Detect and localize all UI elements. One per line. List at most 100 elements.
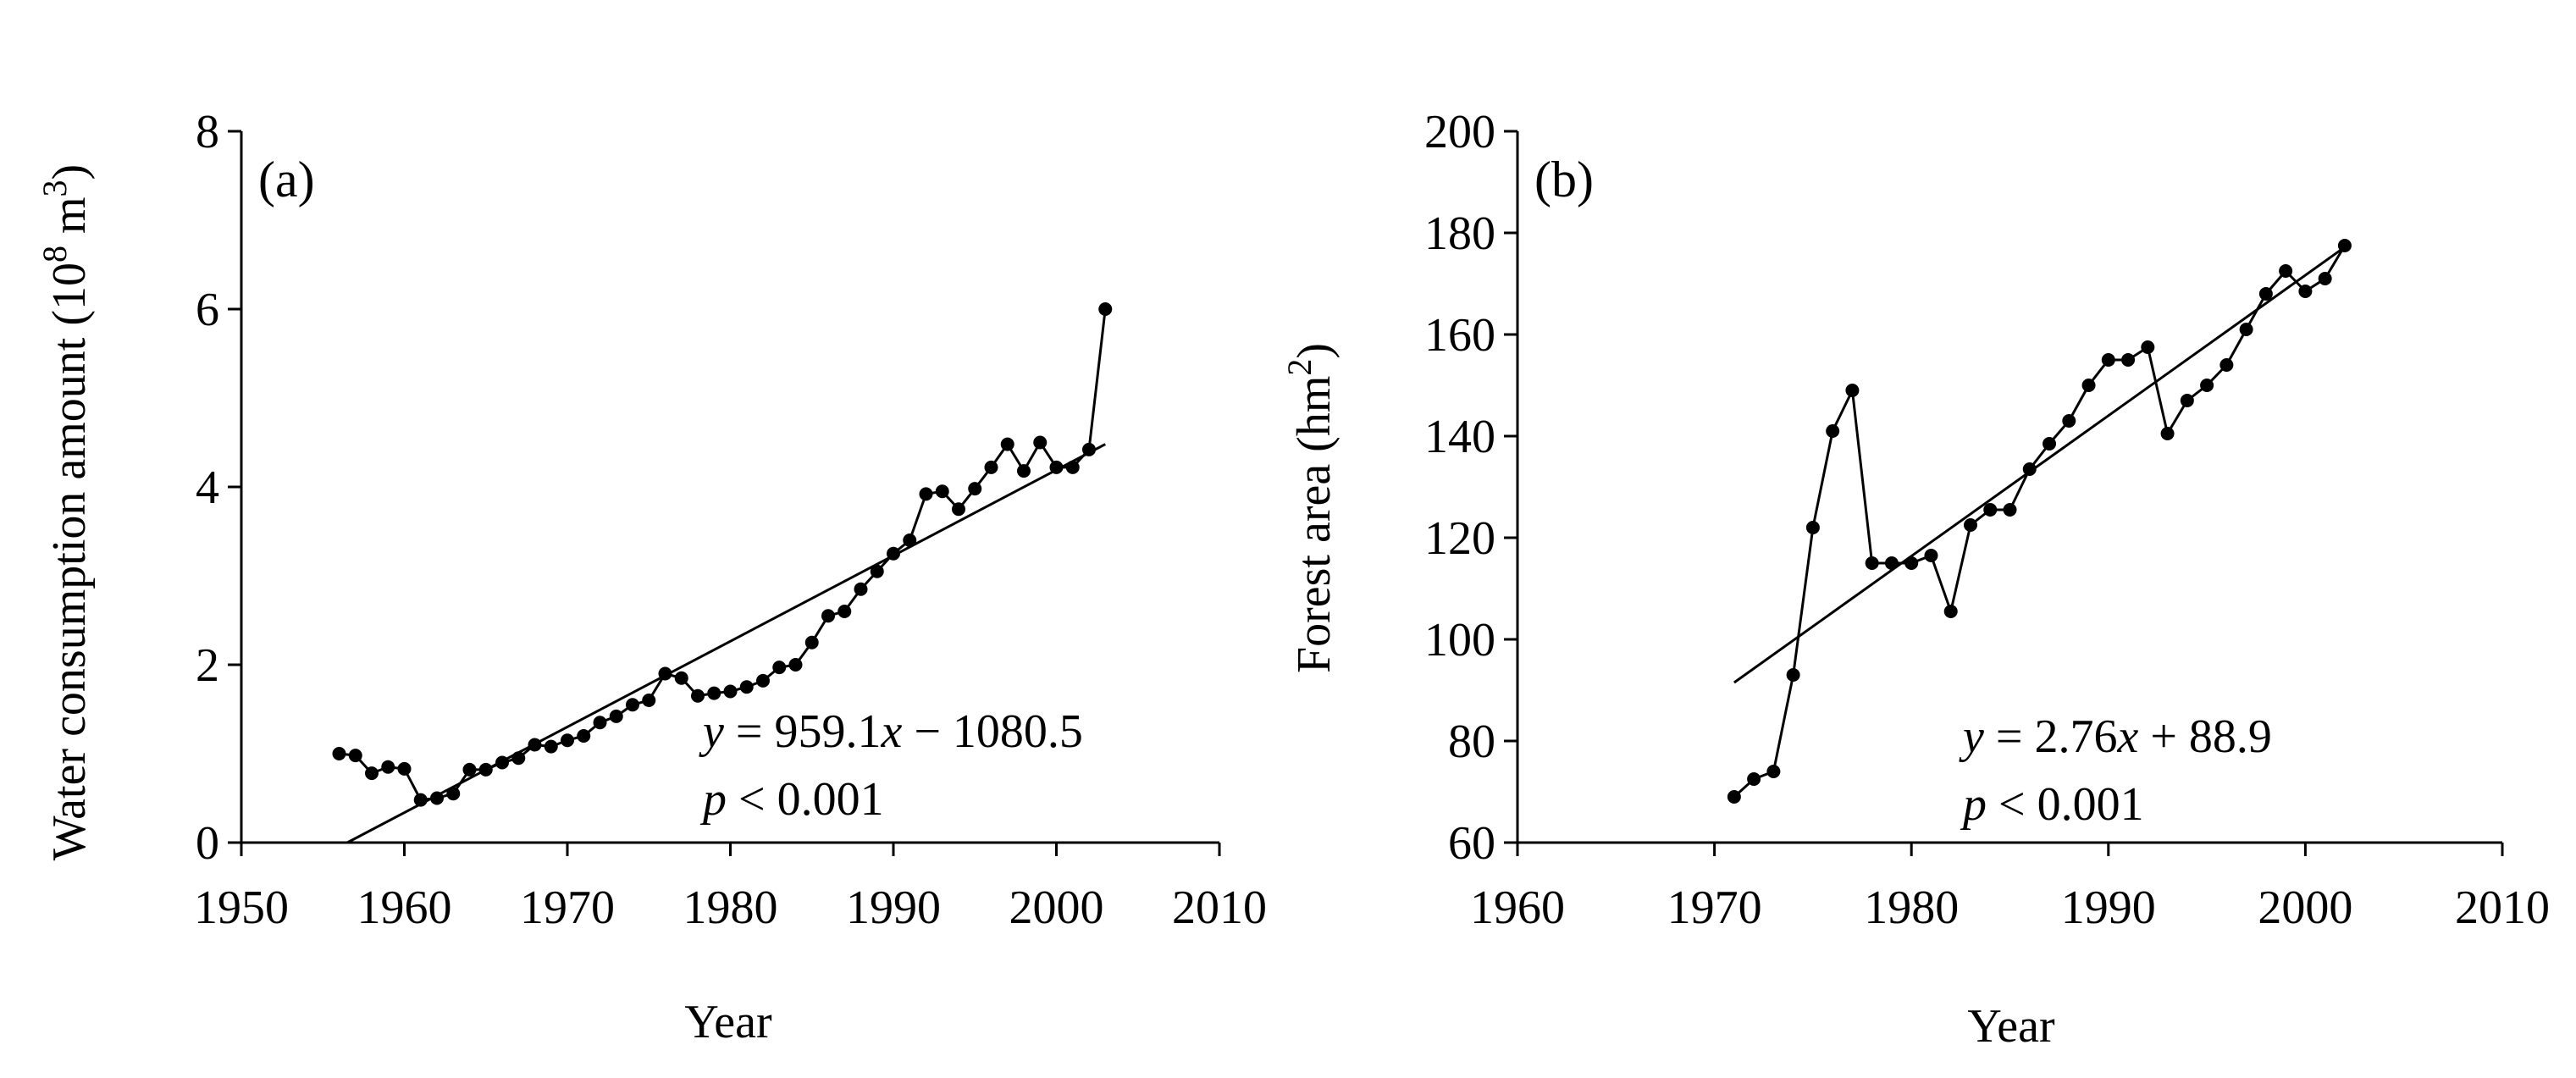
panel-b-point-2001 bbox=[2318, 272, 2332, 285]
panel-a-point-1987 bbox=[837, 605, 852, 618]
panel-b-point-1978 bbox=[1865, 556, 1879, 570]
panel-a-point-1993 bbox=[935, 484, 949, 499]
panel-a-point-1990 bbox=[887, 546, 900, 561]
panel-a-equation: y = 959.1x − 1080.5 bbox=[699, 705, 1083, 758]
panel-b-point-2000 bbox=[2298, 285, 2313, 298]
panel-a-point-1966 bbox=[495, 755, 509, 770]
panel-a-point-1973 bbox=[609, 709, 623, 723]
panel-a-point-1975 bbox=[642, 694, 656, 707]
panel-a-point-1976 bbox=[658, 666, 672, 681]
panel-a-ylabel-exp1: 8 bbox=[36, 246, 74, 263]
panel-a-point-1969 bbox=[544, 739, 558, 754]
panel-b-ytick-label-1: 80 bbox=[1448, 716, 1495, 768]
panel-a-point-1958 bbox=[365, 766, 379, 781]
panel-a-ytick-label-2: 4 bbox=[196, 462, 219, 514]
panel-a-ylabel-main: Water consumption amount (10 bbox=[43, 263, 96, 860]
panel-b-point-1972 bbox=[1747, 772, 1761, 786]
panel-a-ytick-label-1: 2 bbox=[196, 639, 219, 692]
panel-a-xtick-label-2: 1970 bbox=[520, 882, 615, 934]
panel-a-point-1997 bbox=[1000, 437, 1014, 451]
panel-a-xtick-label-5: 2000 bbox=[1009, 882, 1104, 934]
panel-b-point-1983 bbox=[1963, 518, 1977, 532]
panel-b-ticks: 60 80 100 120 140 160 180 200 1960 1970 1980 1990 20… bbox=[1424, 106, 2550, 934]
panel-b-point-1985 bbox=[2003, 503, 2017, 517]
panel-b-eq-coef: = 2.76 bbox=[1984, 710, 2118, 763]
panel-a-label: (a) bbox=[258, 152, 315, 207]
panel-b-point-1973 bbox=[1766, 765, 1781, 778]
panel-b-point-1989 bbox=[2081, 379, 2096, 392]
panel-a-point-1959 bbox=[381, 760, 395, 774]
panel-b-point-1998 bbox=[2258, 287, 2273, 301]
panel-b-point-1984 bbox=[1983, 503, 1998, 517]
panel-b-point-1997 bbox=[2239, 323, 2253, 336]
panel-a-ticks: 0 2 4 6 8 1950 1960 1970 1980 1990 2000 2010 bbox=[194, 106, 1267, 934]
panel-a-point-1978 bbox=[691, 688, 705, 703]
panel-a-point-1967 bbox=[511, 751, 526, 766]
panel-a-point-1989 bbox=[870, 564, 884, 578]
panel-b-ytick-label-6: 180 bbox=[1424, 207, 1495, 260]
panel-b-ytick-label-4: 140 bbox=[1424, 411, 1495, 463]
panel-a-xtick-label-6: 2010 bbox=[1172, 882, 1267, 934]
panel-b-ytick-label-0: 60 bbox=[1448, 817, 1495, 870]
panel-b-axes bbox=[1516, 131, 2502, 844]
panel-b-series-line bbox=[1733, 245, 2347, 799]
panel-b-ytick-label-2: 100 bbox=[1424, 614, 1495, 666]
panel-a-ytick-label-3: 6 bbox=[196, 284, 219, 336]
panel-a-point-1968 bbox=[528, 738, 542, 752]
panel-b-eq-x: x bbox=[2116, 710, 2138, 763]
panel-a-point-1988 bbox=[854, 582, 868, 596]
panel-a-point-1982 bbox=[756, 673, 770, 688]
panel-a-point-1972 bbox=[593, 716, 607, 730]
panel-b-point-1991 bbox=[2121, 353, 2136, 367]
panel-a-point-1998 bbox=[1017, 464, 1031, 478]
panel-a-point-1980 bbox=[723, 684, 738, 699]
panel-b-p: p bbox=[1960, 778, 1987, 831]
panel-b-point-1979 bbox=[1884, 556, 1899, 570]
panel-a-point-1985 bbox=[804, 635, 819, 650]
panel-b-point-1994 bbox=[2180, 394, 2194, 407]
panel-a-point-1963 bbox=[446, 787, 461, 801]
panel-a-point-1965 bbox=[478, 762, 493, 777]
panel-a-p: p bbox=[699, 773, 727, 826]
panel-a-xtick-label-0: 1950 bbox=[194, 882, 289, 934]
panel-a-point-1961 bbox=[413, 793, 428, 807]
panel-a-point-1979 bbox=[707, 686, 721, 700]
panel-b-point-1996 bbox=[2219, 358, 2234, 372]
panel-a-xtick-label-1: 1960 bbox=[357, 882, 452, 934]
panel-a-eq-x: x bbox=[880, 705, 902, 758]
panel-a-ylabel-end: ) bbox=[43, 164, 96, 180]
panel-a-point-1957 bbox=[348, 749, 362, 763]
panel-b-point-1976 bbox=[1826, 424, 1840, 438]
panel-b-point-2002 bbox=[2337, 239, 2352, 252]
panel-b-xtick-label-1: 1970 bbox=[1667, 882, 1762, 934]
panel-b-point-1999 bbox=[2279, 264, 2293, 278]
panel-a-point-2002 bbox=[1082, 442, 1096, 456]
panel-a-ylabel-mid: m bbox=[43, 196, 96, 246]
panel-a-eq-coef: = 959.1 bbox=[724, 705, 882, 758]
panel-b-point-1995 bbox=[2200, 379, 2214, 392]
panel-a-point-1986 bbox=[821, 609, 835, 623]
panel-b-point-1990 bbox=[2101, 353, 2115, 367]
panel-b-xtick-label-3: 1990 bbox=[2061, 882, 2156, 934]
panel-a-point-1964 bbox=[462, 762, 477, 777]
panel-a-point-2000 bbox=[1049, 460, 1064, 474]
panel-a-xtick-label-3: 1980 bbox=[683, 882, 778, 934]
panel-b-xtick-label-0: 1960 bbox=[1470, 882, 1565, 934]
panel-b-point-1975 bbox=[1805, 521, 1820, 534]
panel-a-point-1996 bbox=[984, 460, 998, 474]
panel-a-point-1999 bbox=[1033, 435, 1048, 450]
panel-a-ylabel: Water consumption amount (108 m3) bbox=[36, 164, 96, 860]
panel-a-xtick-label-4: 1990 bbox=[846, 882, 941, 934]
panel-b-pvalue: p < 0.001 bbox=[1960, 778, 2144, 831]
panel-a-eq-y: y bbox=[699, 705, 724, 758]
panel-b-xtick-label-2: 1980 bbox=[1864, 882, 1959, 934]
panel-a-point-1994 bbox=[952, 502, 965, 517]
panel-b-point-1982 bbox=[1943, 605, 1958, 618]
panel-a-ytick-label-4: 8 bbox=[196, 106, 219, 158]
panel-a-point-1995 bbox=[968, 482, 982, 496]
panel-b-point-1977 bbox=[1845, 384, 1860, 397]
chart-panel-b: 60 80 100 120 140 160 180 200 1960 1970 1980 1990 20… bbox=[1280, 106, 2550, 1053]
panel-a-point-2003 bbox=[1098, 302, 1113, 316]
panel-b-xtick-label-4: 2000 bbox=[2258, 882, 2352, 934]
